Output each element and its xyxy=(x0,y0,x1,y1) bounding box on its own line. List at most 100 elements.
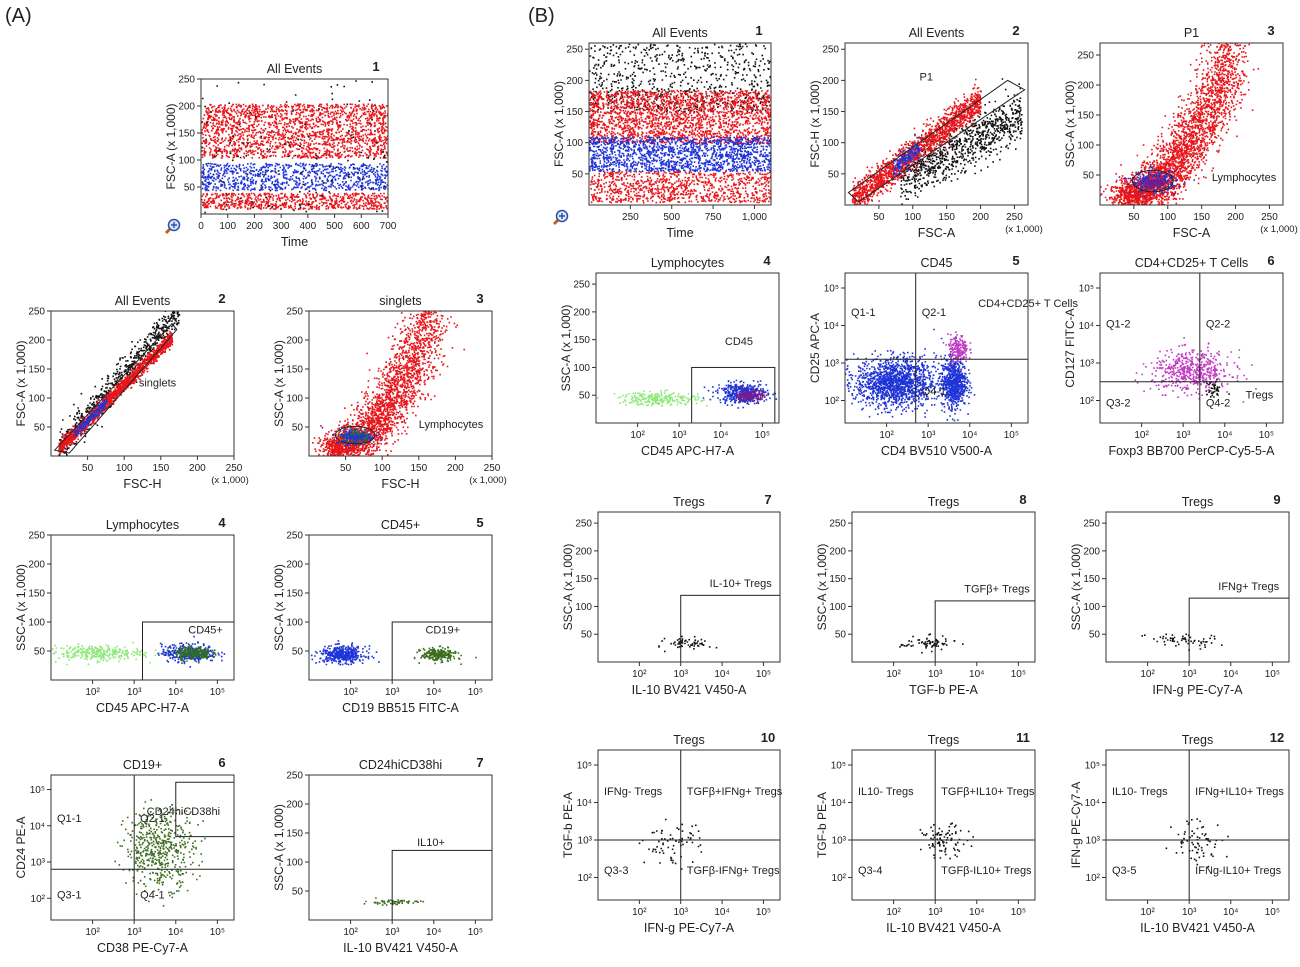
y-tick-label: 250 xyxy=(178,75,195,86)
y-tick-label: 150 xyxy=(286,365,303,376)
plot-title: All Events xyxy=(652,26,708,40)
y-tick-label: 100 xyxy=(28,618,45,629)
series-blue xyxy=(935,337,976,422)
series-blue xyxy=(589,136,771,173)
y-tick-label: 10³ xyxy=(578,836,593,847)
x-tick-label: 10³ xyxy=(921,430,936,441)
series-olive xyxy=(114,799,206,907)
quadrant-label: Q3-1 xyxy=(57,890,81,902)
quadrant-label: TGFβ+IL10+ Tregs xyxy=(941,786,1035,798)
plot-title: Tregs xyxy=(1182,733,1214,747)
plot-number: 2 xyxy=(218,291,225,306)
series-blue xyxy=(157,635,226,668)
quadrant-label: Q1-1 xyxy=(57,813,81,825)
x-tick-label: 10⁵ xyxy=(468,687,483,698)
x-tick-label: 400 xyxy=(300,221,317,232)
dot-cloud xyxy=(845,328,958,418)
magnifier-plus-icon[interactable] xyxy=(552,209,569,226)
x-tick-label: 10⁵ xyxy=(1259,430,1274,441)
quadrant-label: Q3-3 xyxy=(604,865,628,877)
y-tick-label: 10⁵ xyxy=(831,761,846,772)
y-axis-label: TGF-b PE-A xyxy=(561,792,575,858)
dot-cloud xyxy=(321,425,383,449)
dot-cloud xyxy=(201,192,388,211)
x-tick-label: 10⁵ xyxy=(756,669,771,680)
x-tick-label: 10² xyxy=(343,687,358,698)
plot-number: 5 xyxy=(1012,253,1019,268)
gate-label: IL-10+ Tregs xyxy=(710,578,773,590)
plot-frame xyxy=(588,42,772,206)
plot-number: 1 xyxy=(755,23,762,38)
plot-a1: All Events 1 0 100 200 300 400 500 600 700 50 100 15… xyxy=(164,59,397,249)
y-axis-label: SSC-A (x 1,000) xyxy=(559,305,573,392)
dot-cloud xyxy=(413,645,477,665)
y-tick-label: 200 xyxy=(286,336,303,347)
plot-number: 6 xyxy=(1267,253,1274,268)
gate-label: TGFβ+ Tregs xyxy=(964,584,1030,596)
plot-title: CD19+ xyxy=(123,758,162,772)
series-black xyxy=(899,633,964,654)
magnifier-plus-icon[interactable] xyxy=(164,218,181,235)
plot-number: 10 xyxy=(761,730,775,745)
event-dots xyxy=(58,311,181,456)
gate-ellipse xyxy=(1132,169,1174,193)
x-axis-label: IL-10 BV421 V450-A xyxy=(343,941,458,955)
y-tick-label: 150 xyxy=(573,335,590,346)
y-tick-label: 50 xyxy=(1089,630,1101,641)
x-tick-label: 10⁴ xyxy=(168,927,183,938)
gate: TGFβ+ Tregs xyxy=(934,584,1036,663)
x-tick-label: 10⁵ xyxy=(1011,907,1026,918)
y-axis-label: CD127 FITC-A xyxy=(1063,308,1077,387)
x-axis-unit: (x 1,000) xyxy=(1260,224,1298,235)
x-tick-label: 700 xyxy=(380,221,397,232)
x-tick-label: 10³ xyxy=(928,907,943,918)
dot-cloud xyxy=(73,397,108,437)
x-tick-label: 10⁵ xyxy=(756,907,771,918)
plot-frame xyxy=(1105,749,1290,901)
y-tick-label: 10² xyxy=(832,873,847,884)
y-tick-label: 100 xyxy=(575,602,592,613)
quadrant-label: IFNg-IL10+ Tregs xyxy=(1195,865,1281,877)
y-tick-label: 10² xyxy=(1080,396,1095,407)
y-tick-label: 100 xyxy=(1077,141,1094,152)
gate-label: CD19+ xyxy=(425,625,460,637)
plot-title: All Events xyxy=(267,62,323,76)
dot-cloud xyxy=(1205,378,1230,398)
y-tick-label: 150 xyxy=(286,589,303,600)
x-tick-label: 10³ xyxy=(674,907,689,918)
x-tick-label: 10⁵ xyxy=(1011,669,1026,680)
y-tick-label: 10² xyxy=(1086,873,1101,884)
series-red xyxy=(1100,43,1260,205)
x-tick-label: 10³ xyxy=(674,669,689,680)
plot-number: 9 xyxy=(1273,492,1280,507)
x-tick-label: 10³ xyxy=(928,669,943,680)
gate-label: Tregs xyxy=(1246,390,1274,402)
y-axis-label: CD24 PE-A xyxy=(14,816,28,878)
x-tick-label: 50 xyxy=(340,463,352,474)
gate: IL10- Tregs TGFβ+IL10+ Tregs Q3-4 TGFβ-IL10… xyxy=(852,750,1035,900)
dot-cloud xyxy=(1100,43,1260,205)
dot-cloud xyxy=(942,331,972,371)
x-tick-label: 10⁴ xyxy=(168,687,183,698)
dot-cloud xyxy=(589,136,771,173)
x-tick-label: 100 xyxy=(374,463,391,474)
y-tick-label: 10⁴ xyxy=(1085,798,1100,809)
y-tick-label: 10² xyxy=(578,873,593,884)
y-axis-label: TGF-b PE-A xyxy=(815,792,829,858)
y-tick-label: 10² xyxy=(825,396,840,407)
x-tick-label: 200 xyxy=(1227,212,1244,223)
plot-b10: IFNg- Tregs TGFβ+IFNg+ Tregs Q3-3 TGFβ-IFNg… xyxy=(561,730,783,935)
plot-frame xyxy=(851,511,1036,663)
x-tick-label: 10⁴ xyxy=(426,687,441,698)
y-tick-label: 250 xyxy=(28,531,45,542)
series-red xyxy=(201,103,388,159)
y-tick-label: 200 xyxy=(1077,81,1094,92)
y-axis-label: IFN-g PE-Cy7-A xyxy=(1069,782,1083,869)
dot-cloud xyxy=(638,818,703,870)
plot-b6: Q1-2 Q2-2 Q3-2 Q4-2 Tregs CD4+CD25+ T Cells 6 1… xyxy=(1063,253,1284,458)
x-tick-label: 10³ xyxy=(1176,430,1191,441)
plot-title: Tregs xyxy=(673,733,705,747)
x-tick-label: 10² xyxy=(632,669,647,680)
y-tick-label: 10⁴ xyxy=(30,821,45,832)
